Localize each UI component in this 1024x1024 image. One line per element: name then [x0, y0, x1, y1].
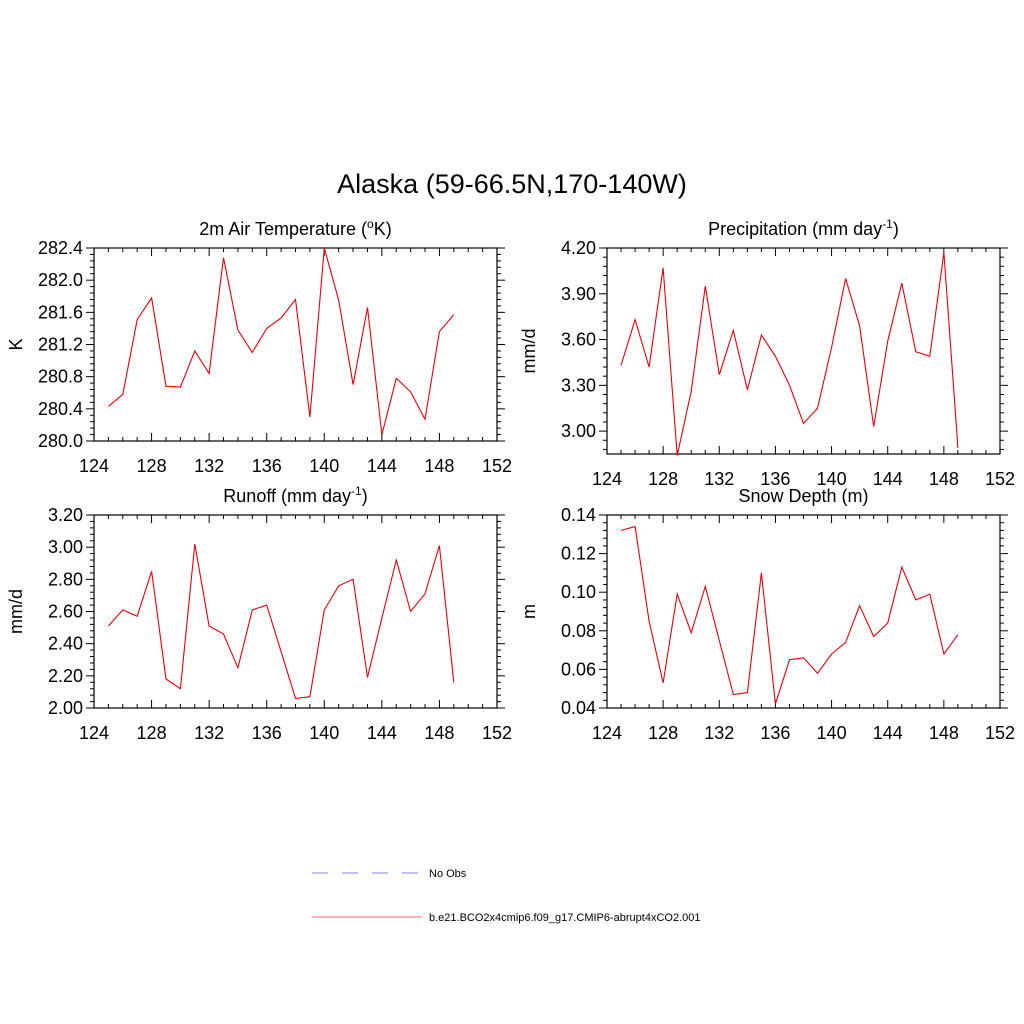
- x-tick-label: 132: [704, 469, 734, 489]
- y-tick-label: 280.8: [38, 367, 83, 387]
- x-tick-label: 132: [194, 723, 224, 743]
- panel-title: Precipitation (mm day-1): [708, 217, 899, 239]
- y-axis-label: mm/d: [519, 329, 539, 374]
- panel-title: Runoff (mm day-1): [223, 484, 367, 506]
- y-tick-label: 3.00: [561, 421, 596, 441]
- panel-title-main: Precipitation (mm day: [708, 219, 882, 239]
- y-tick-label: 0.12: [561, 544, 596, 564]
- x-tick-label: 148: [929, 469, 959, 489]
- x-tick-label: 152: [985, 723, 1015, 743]
- panel-precipitation: Precipitation (mm day-1) 124 128 132 136 140 1…: [519, 217, 1015, 489]
- panel-title-main: Runoff (mm day: [223, 486, 351, 506]
- y-tick-label: 0.08: [561, 621, 596, 641]
- plot-frame: [93, 247, 498, 442]
- x-tick-label: 128: [648, 723, 678, 743]
- y-tick-label: 3.20: [48, 505, 83, 525]
- series-line-runoff: [107, 543, 455, 699]
- x-tick-label: 140: [817, 469, 847, 489]
- panel-title: Snow Depth (m): [738, 486, 868, 506]
- panel-title-tail: ): [362, 486, 368, 506]
- y-tick-label: 2.20: [48, 666, 83, 686]
- x-tick-label: 128: [137, 723, 167, 743]
- series-line-air-temperature: [108, 247, 455, 435]
- panel-title: 2m Air Temperature (oK): [199, 217, 391, 239]
- y-tick-label: 3.30: [561, 375, 596, 395]
- x-tick-label: 152: [482, 456, 512, 476]
- x-tick-label: 140: [309, 723, 339, 743]
- x-tick-label: 148: [424, 456, 454, 476]
- x-tick-label: 136: [252, 723, 282, 743]
- panel-title-tail: K): [374, 219, 392, 239]
- panel-title-superscript: -1: [351, 484, 362, 498]
- y-tick-label: 3.90: [561, 284, 596, 304]
- y-tick-label: 3.60: [561, 330, 596, 350]
- legend-label-model-run: b.e21.BCO2x4cmip6.f09_g17.CMIP6-abrupt4x…: [429, 912, 701, 924]
- x-tick-label: 132: [704, 723, 734, 743]
- panel-title-tail: ): [893, 219, 899, 239]
- x-tick-label: 136: [760, 469, 790, 489]
- y-tick-label: 2.40: [48, 634, 83, 654]
- x-tick-label: 152: [985, 469, 1015, 489]
- x-tick-label: 144: [873, 469, 903, 489]
- y-tick-label: 281.2: [38, 335, 83, 355]
- y-tick-label: 0.06: [561, 659, 596, 679]
- x-tick-label: 128: [137, 456, 167, 476]
- x-tick-label: 144: [873, 723, 903, 743]
- x-tick-label: 124: [592, 469, 622, 489]
- y-tick-label: 280.0: [38, 431, 83, 451]
- x-tick-label: 132: [194, 456, 224, 476]
- y-axis-label: mm/d: [6, 589, 26, 634]
- figure-title: Alaska (59-66.5N,170-140W): [337, 169, 687, 199]
- y-tick-label: 282.4: [38, 238, 83, 258]
- y-tick-label: 282.0: [38, 270, 83, 290]
- legend-label-no-obs: No Obs: [429, 868, 467, 880]
- y-tick-label: 0.04: [561, 698, 596, 718]
- panel-title-main: 2m Air Temperature (: [199, 219, 367, 239]
- x-tick-label: 128: [648, 469, 678, 489]
- x-tick-label: 152: [482, 723, 512, 743]
- y-tick-label: 2.00: [48, 698, 83, 718]
- y-tick-label: 0.10: [561, 582, 596, 602]
- panel-title-main: Snow Depth (m): [738, 486, 868, 506]
- y-tick-label: 4.20: [561, 238, 596, 258]
- series-line-precipitation: [620, 252, 959, 456]
- plot-frame: [606, 514, 1001, 709]
- plot-frame: [93, 514, 498, 709]
- y-tick-label: 2.60: [48, 602, 83, 622]
- panel-title-superscript: -1: [882, 217, 893, 231]
- y-tick-label: 280.4: [38, 399, 83, 419]
- legend: No Obs b.e21.BCO2x4cmip6.f09_g17.CMIP6-ab…: [312, 868, 701, 924]
- x-tick-label: 136: [760, 723, 790, 743]
- x-tick-label: 140: [309, 456, 339, 476]
- x-tick-label: 136: [252, 456, 282, 476]
- x-tick-label: 148: [424, 723, 454, 743]
- x-tick-label: 124: [592, 723, 622, 743]
- y-axis-label: m: [519, 604, 539, 619]
- x-tick-label: 124: [79, 723, 109, 743]
- panel-title-superscript: o: [367, 217, 374, 231]
- y-tick-label: 3.00: [48, 537, 83, 557]
- x-tick-label: 144: [367, 456, 397, 476]
- y-tick-label: 2.80: [48, 569, 83, 589]
- panel-runoff: Runoff (mm day-1) 124 128 132 136 140 144 148 15…: [6, 484, 512, 743]
- y-tick-label: 281.6: [38, 302, 83, 322]
- x-tick-label: 124: [79, 456, 109, 476]
- panel-air-temperature: 2m Air Temperature (oK) 124 128 132 136 140 14…: [6, 217, 512, 476]
- series-line-snow-depth: [620, 525, 959, 705]
- y-tick-label: 0.14: [561, 505, 596, 525]
- panel-snow-depth: Snow Depth (m) 124 128 132 136 140 144 148 152 0.…: [519, 486, 1015, 743]
- x-tick-label: 144: [367, 723, 397, 743]
- x-tick-label: 140: [817, 723, 847, 743]
- y-axis-label: K: [6, 338, 26, 350]
- x-tick-label: 148: [929, 723, 959, 743]
